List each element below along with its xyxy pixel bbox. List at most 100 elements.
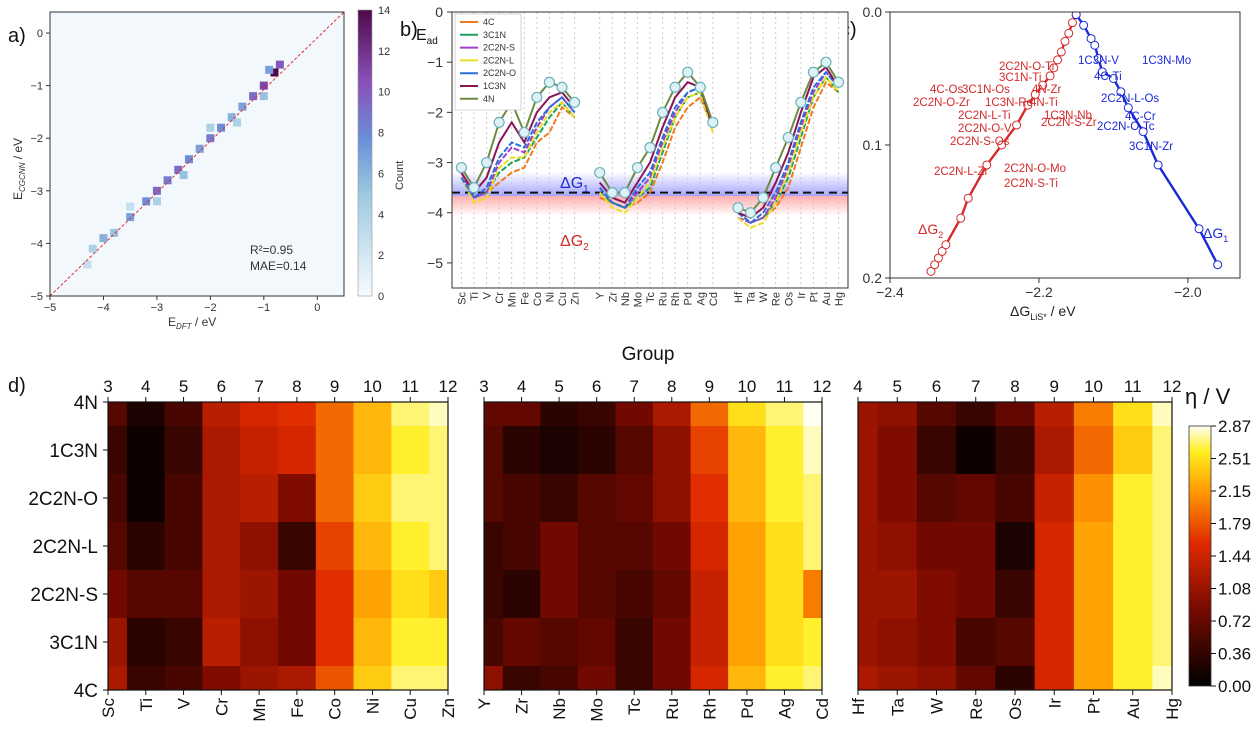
heatmap-cell-d xyxy=(1073,474,1114,523)
heatmap-cell-d xyxy=(615,570,654,619)
heatmap-cell-d xyxy=(108,522,128,571)
heatmap-cell-d xyxy=(1113,426,1153,475)
label-g2-c-sub: 2 xyxy=(938,230,943,240)
heatmap-cell-d xyxy=(653,402,692,427)
x-tick-label-a: −3 xyxy=(151,302,164,314)
heatmap-cell-d xyxy=(615,666,654,691)
heatmap-cell-d xyxy=(728,402,767,427)
x-tick-label-b: Ir xyxy=(796,292,808,299)
x-tick-label-d: Rh xyxy=(700,698,719,720)
group-tick-label: 6 xyxy=(217,377,226,396)
series-line-b xyxy=(460,81,576,190)
heatmap-cell xyxy=(184,155,193,164)
marker-4n xyxy=(694,81,706,93)
heatmap-cell-d xyxy=(765,474,804,523)
x-tick-label-c: −2.4 xyxy=(876,284,904,300)
heatmap-cell xyxy=(163,176,172,185)
x-tick-label-b: Mn xyxy=(507,292,519,307)
marker-4n xyxy=(757,192,769,204)
panel-b-adsorption-lines: 0−1−2−3−4−5Sc Ti V Cr Mn Fe Co Ni Cu Zn Y Zr Nb Mo Tc R… xyxy=(416,4,849,307)
heatmap-cell-d xyxy=(956,666,996,691)
y-tick-label-b: 0 xyxy=(435,4,443,20)
legend-b xyxy=(454,13,522,111)
volcano-point xyxy=(997,140,1007,150)
volcano-point xyxy=(963,193,973,203)
frame-b xyxy=(451,11,849,289)
y-tick-label-b: −1 xyxy=(427,54,443,70)
x-tick-label-a: −5 xyxy=(44,302,57,314)
label-g2-c-main: ΔG xyxy=(918,221,938,237)
marker-4n xyxy=(594,166,606,179)
x-tick-label-b: Cu xyxy=(557,292,569,306)
label-g2-b-main: ΔG xyxy=(560,233,583,250)
y-tick-label-b: −4 xyxy=(427,205,443,221)
heatmap-cell-d xyxy=(1034,426,1075,475)
panel-label-a: a) xyxy=(8,25,26,47)
heatmap-cell-d xyxy=(108,618,128,667)
label-g1-c-sub: 1 xyxy=(1223,234,1228,244)
group-tick-label: 5 xyxy=(893,377,902,396)
label-g2-c: ΔG2 xyxy=(918,221,943,240)
group-axis-title: Group xyxy=(622,344,675,365)
heatmap-cell-d xyxy=(429,522,449,571)
colorbar-tick-a: 2 xyxy=(378,250,384,262)
heatmap-cell-d xyxy=(391,522,430,571)
x-tick-label-b: Ru xyxy=(658,292,670,306)
x-tick-label-b: Re xyxy=(771,292,783,306)
heatmap-cell-d xyxy=(728,522,767,571)
x-tick-label-d: Re xyxy=(967,698,986,720)
heatmap-cell-d xyxy=(728,426,767,475)
blue-point-label: 2C2N-L-Os xyxy=(1101,93,1159,105)
heatmap-cell-d xyxy=(1034,618,1075,667)
heatmap-cell-d xyxy=(484,618,504,667)
heatmap-cell-d xyxy=(429,402,449,427)
label-g1-b-main: ΔG xyxy=(560,175,583,192)
heatmap-cell-d xyxy=(484,570,504,619)
heatmap-cell-d xyxy=(858,570,879,619)
group-tick-label: 7 xyxy=(971,377,980,396)
volcano-point xyxy=(937,246,947,256)
heatmap-cell-d xyxy=(956,522,996,571)
red-point-label: 2C2N-O-Ti xyxy=(999,61,1054,73)
heatmap-cell-d xyxy=(502,570,541,619)
x-tick-label-b: Tc xyxy=(645,292,657,304)
heatmap-cell-d xyxy=(1152,474,1173,523)
heatmap-cell xyxy=(270,68,279,77)
series-line-b xyxy=(598,90,714,214)
heatmap-cell-d xyxy=(803,618,823,667)
y-tick-label-d: 4C xyxy=(74,681,98,702)
heatmap-cell-d xyxy=(1113,570,1153,619)
x-tick-label-d: Ta xyxy=(888,697,907,716)
marker-4n xyxy=(531,91,543,103)
x-tick-label-b: Y xyxy=(595,291,607,299)
heatmap-cell-d xyxy=(577,666,616,691)
heatmap-cell-d xyxy=(916,618,957,667)
x-tick-label-d: Ir xyxy=(1045,698,1064,709)
heatmap-cell-d xyxy=(577,570,616,619)
y-tick-label-a: −2 xyxy=(30,133,43,145)
heatmap-cell-d xyxy=(995,426,1036,475)
x-axis-title-a: EDFT / eV xyxy=(168,315,216,331)
colorbar-tick-a: 10 xyxy=(378,87,390,99)
heatmap-cell-d xyxy=(502,666,541,691)
colorbar-tick-label-d: 0.36 xyxy=(1218,645,1251,664)
marker-4n xyxy=(619,187,631,199)
heatmap-cell-d xyxy=(315,618,355,667)
marker-4n xyxy=(455,161,468,174)
group-tick-label: 4 xyxy=(141,377,150,396)
heatmap-cell xyxy=(83,260,92,269)
colorbar-tick-a: 14 xyxy=(378,5,390,17)
marker-4n xyxy=(669,81,681,93)
blue-point-label: 1C3N-Mo xyxy=(1142,55,1191,67)
x-tick-label-d: Ti xyxy=(137,698,156,712)
x-tick-label-d: Mn xyxy=(250,698,269,722)
heatmap-cell xyxy=(152,186,161,195)
heatmap-cell-d xyxy=(653,570,692,619)
group-tick-label: 10 xyxy=(1084,377,1103,396)
heatmap-cell xyxy=(99,234,108,243)
marker-4n xyxy=(543,76,556,88)
heatmap-cell-d xyxy=(108,402,128,427)
x-tick-label-b: Co xyxy=(532,292,544,306)
y-tick-label-b: −3 xyxy=(427,155,443,171)
x-axis-title-a-unit: / eV xyxy=(192,315,217,329)
